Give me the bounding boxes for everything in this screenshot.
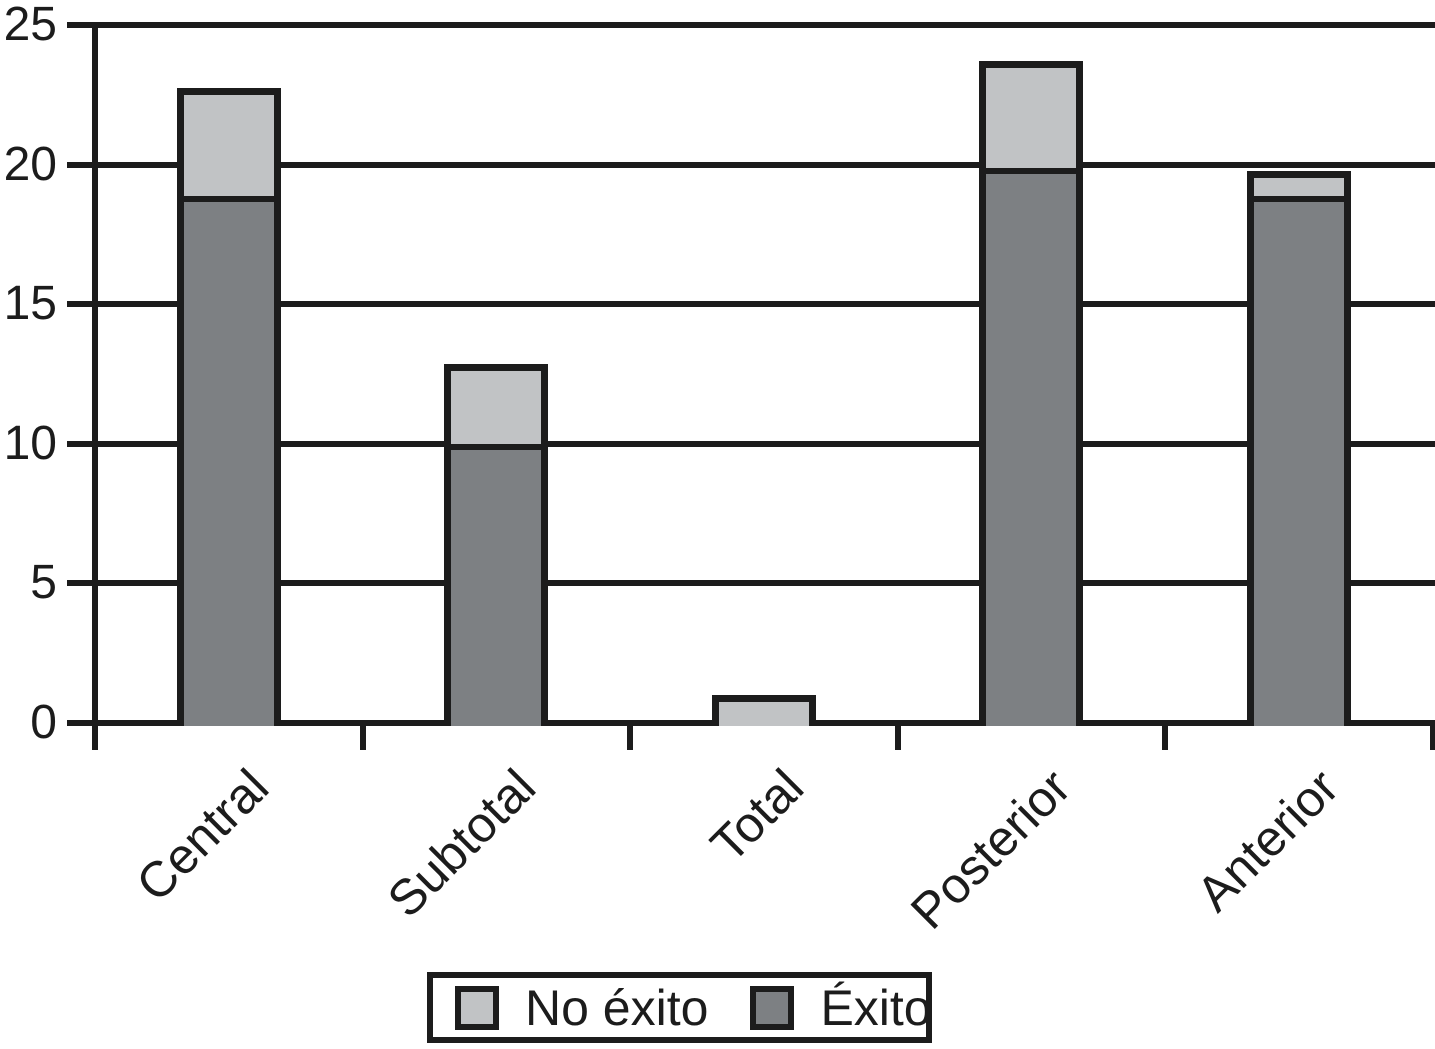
bar-segment-exito <box>451 449 542 726</box>
bar-segment-exito <box>183 201 274 726</box>
x-axis-label-anterior: Anterior <box>1185 758 1349 922</box>
bar-subtotal <box>444 364 549 726</box>
x-axis-tick <box>894 726 901 750</box>
y-axis-tick-label-15: 15 <box>3 277 57 331</box>
x-axis-tick <box>1162 726 1168 750</box>
bar-posterior <box>979 60 1084 726</box>
bar-segment-no-exito <box>1253 178 1344 202</box>
legend-swatch-exito <box>750 985 795 1030</box>
bar-segment-no-exito <box>718 702 809 726</box>
bar-total <box>711 695 816 726</box>
legend-item-exito: Éxito <box>750 979 932 1037</box>
bar-segment-no-exito <box>986 67 1077 174</box>
y-axis-tick-label-5: 5 <box>30 556 57 610</box>
gridline-15 <box>67 301 1435 308</box>
x-axis-tick <box>1429 726 1435 750</box>
legend: No éxito Éxito <box>427 972 932 1043</box>
legend-item-no-exito: No éxito <box>455 979 708 1037</box>
x-axis-tick <box>92 726 98 750</box>
y-axis-tick-label-10: 10 <box>3 416 57 470</box>
bar-anterior <box>1246 171 1351 726</box>
legend-label-exito: Éxito <box>820 979 932 1036</box>
y-axis-tick-label-20: 20 <box>3 137 57 191</box>
bar-segment-exito <box>1253 201 1344 726</box>
y-axis-tick-label-0: 0 <box>30 696 57 749</box>
gridline-10 <box>67 440 1435 447</box>
gridline-5 <box>67 580 1435 587</box>
legend-label-no-exito: No éxito <box>525 979 709 1036</box>
x-axis-label-central: Central <box>125 758 279 913</box>
y-axis-tick-label-25: 25 <box>3 0 57 51</box>
x-axis-tick <box>359 726 366 750</box>
bar-segment-no-exito <box>183 95 274 202</box>
gridline-20 <box>67 161 1435 168</box>
gridline-25 <box>67 22 1435 28</box>
legend-swatch-no-exito <box>455 985 499 1030</box>
x-axis-tick <box>627 726 633 750</box>
bar-segment-exito <box>986 173 1077 726</box>
bar-central <box>176 88 281 726</box>
y-axis-line <box>92 22 98 750</box>
bar-segment-no-exito <box>451 371 542 450</box>
